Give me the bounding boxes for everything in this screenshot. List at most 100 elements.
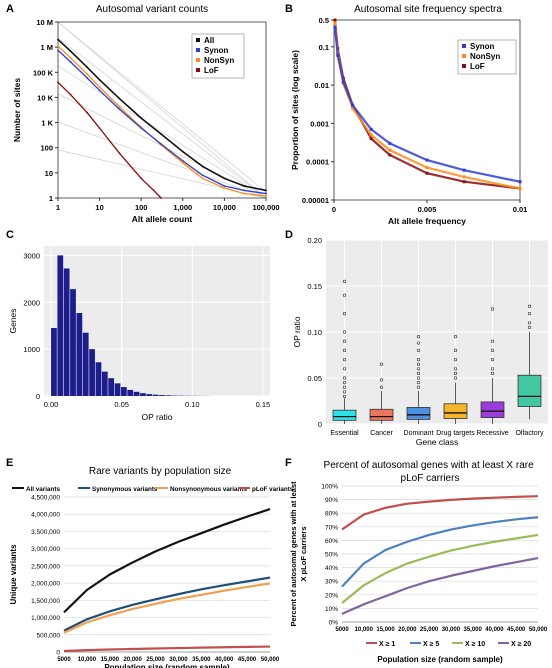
x-tick-label: 1,000 [173,203,192,212]
data-point [118,108,121,111]
y-tick-label: 10 K [37,93,53,102]
outlier-point [342,312,347,316]
legend-label: Nonsynonymous variants [170,486,247,493]
reference-line [57,37,267,199]
histogram-bar [70,289,76,396]
y-tick-label: 1 [49,194,53,203]
outlier-point [416,362,421,366]
data-point [518,186,522,190]
data-point [388,148,392,152]
x-tick-label: 40,000 [485,627,504,633]
outlier-point [453,367,458,371]
outlier-point [416,341,421,345]
data-point [69,60,72,63]
x-tick-label: 10,000 [78,657,97,663]
x-tick-label: 15,000 [376,627,395,633]
outlier-point [342,367,347,371]
legend-label: Synon [470,42,495,51]
data-point [462,175,466,179]
histogram-bar [57,255,64,396]
x-tick-label: 50,000 [261,657,280,663]
x-axis-label: Population size (random sample) [104,663,230,668]
panel-e-title-text: Rare variants by population size [89,466,232,477]
outlier-point [527,312,532,316]
panel-c-chart: 0.00 0.05 0.10 0.15 0 1000 2000 3000 OP ratio Gen… [8,246,270,422]
outlier-point [490,358,495,362]
series-line [341,516,539,588]
legend-label: LoF [470,62,485,71]
data-point [69,93,72,96]
data-point [98,127,101,130]
x-tick-label: 0.15 [256,400,271,409]
outlier-point [342,348,347,353]
histogram-bar [127,389,134,396]
data-point [181,159,184,162]
data-point [388,141,392,145]
y-tick-label: 0 [36,392,40,401]
panel-f-title-line-1: Percent of autosomal genes with at least… [324,460,535,471]
data-point [351,103,355,107]
legend-swatch [462,44,466,48]
data-point [98,78,101,81]
outlier-point [453,358,458,362]
data-point [369,137,373,141]
x-tick-label: 50,000 [529,627,548,633]
x-tick-label: Essential [330,430,359,437]
legend-box [457,39,517,75]
histogram-bar [133,391,140,396]
y-tick-label: 3,000,000 [31,546,60,553]
panel-d-chart: 0 0.05 0.10 0.15 0.20 Essential Cancer Dominant… [292,236,548,447]
y-tick-label: 3,500,000 [31,529,60,536]
outlier-point [416,335,421,339]
legend-swatch [196,68,200,72]
data-point [243,192,246,195]
data-point [341,80,345,84]
outlier-point [490,371,495,376]
x-tick-label: 100,000 [252,203,279,212]
outlier-point [416,367,421,371]
series-line [341,556,539,615]
y-tick-label: 0.00001 [302,196,329,205]
y-tick-label: 30% [325,579,338,586]
panel-a-title: Autosomal variant counts [96,4,208,15]
data-point [369,127,373,131]
data-point [201,177,204,180]
legend-swatch [196,58,200,62]
y-tick-label: 3000 [23,251,40,260]
data-point [223,187,226,189]
data-point [86,73,88,75]
outlier-point [342,385,347,389]
panel-b-title: Autosomal site frequency spectra [354,4,502,15]
y-tick-label: 100 K [33,68,54,77]
data-point [118,152,121,155]
panel-f-title-line-2: pLoF carriers [401,473,460,484]
data-point [351,106,355,110]
data-point [243,189,246,192]
y-tick-label: 20% [325,592,338,599]
y-tick-label: 1,500,000 [31,598,60,605]
data-point [369,133,373,137]
histogram-bar [51,328,57,396]
y-tick-label: 0.0001 [306,158,329,167]
y-tick-label: 100 [40,144,53,153]
x-tick-label: Drug targets [436,430,475,437]
data-point [265,195,267,197]
box-olfactory [517,374,542,407]
data-point [388,153,392,157]
data-point [181,161,184,164]
y-tick-label: 2000 [23,298,40,307]
legend-label: NonSyn [204,56,234,65]
series-line [63,576,271,632]
data-point [265,192,267,195]
x-tick-label: 0.05 [114,400,129,409]
y-axis-label-line-1: Percent of autosomal genes with at least [289,481,298,627]
panel-letter-e: E [6,457,13,469]
legend-label: Synonymous variants [92,486,158,493]
box-cancer [369,408,394,421]
outlier-point [342,376,347,380]
outlier-point [416,358,421,362]
y-tick-label: 70% [325,524,338,531]
x-tick-label: 100 [135,203,148,212]
data-point [152,189,155,192]
y-tick-label: 500,000 [37,632,61,639]
